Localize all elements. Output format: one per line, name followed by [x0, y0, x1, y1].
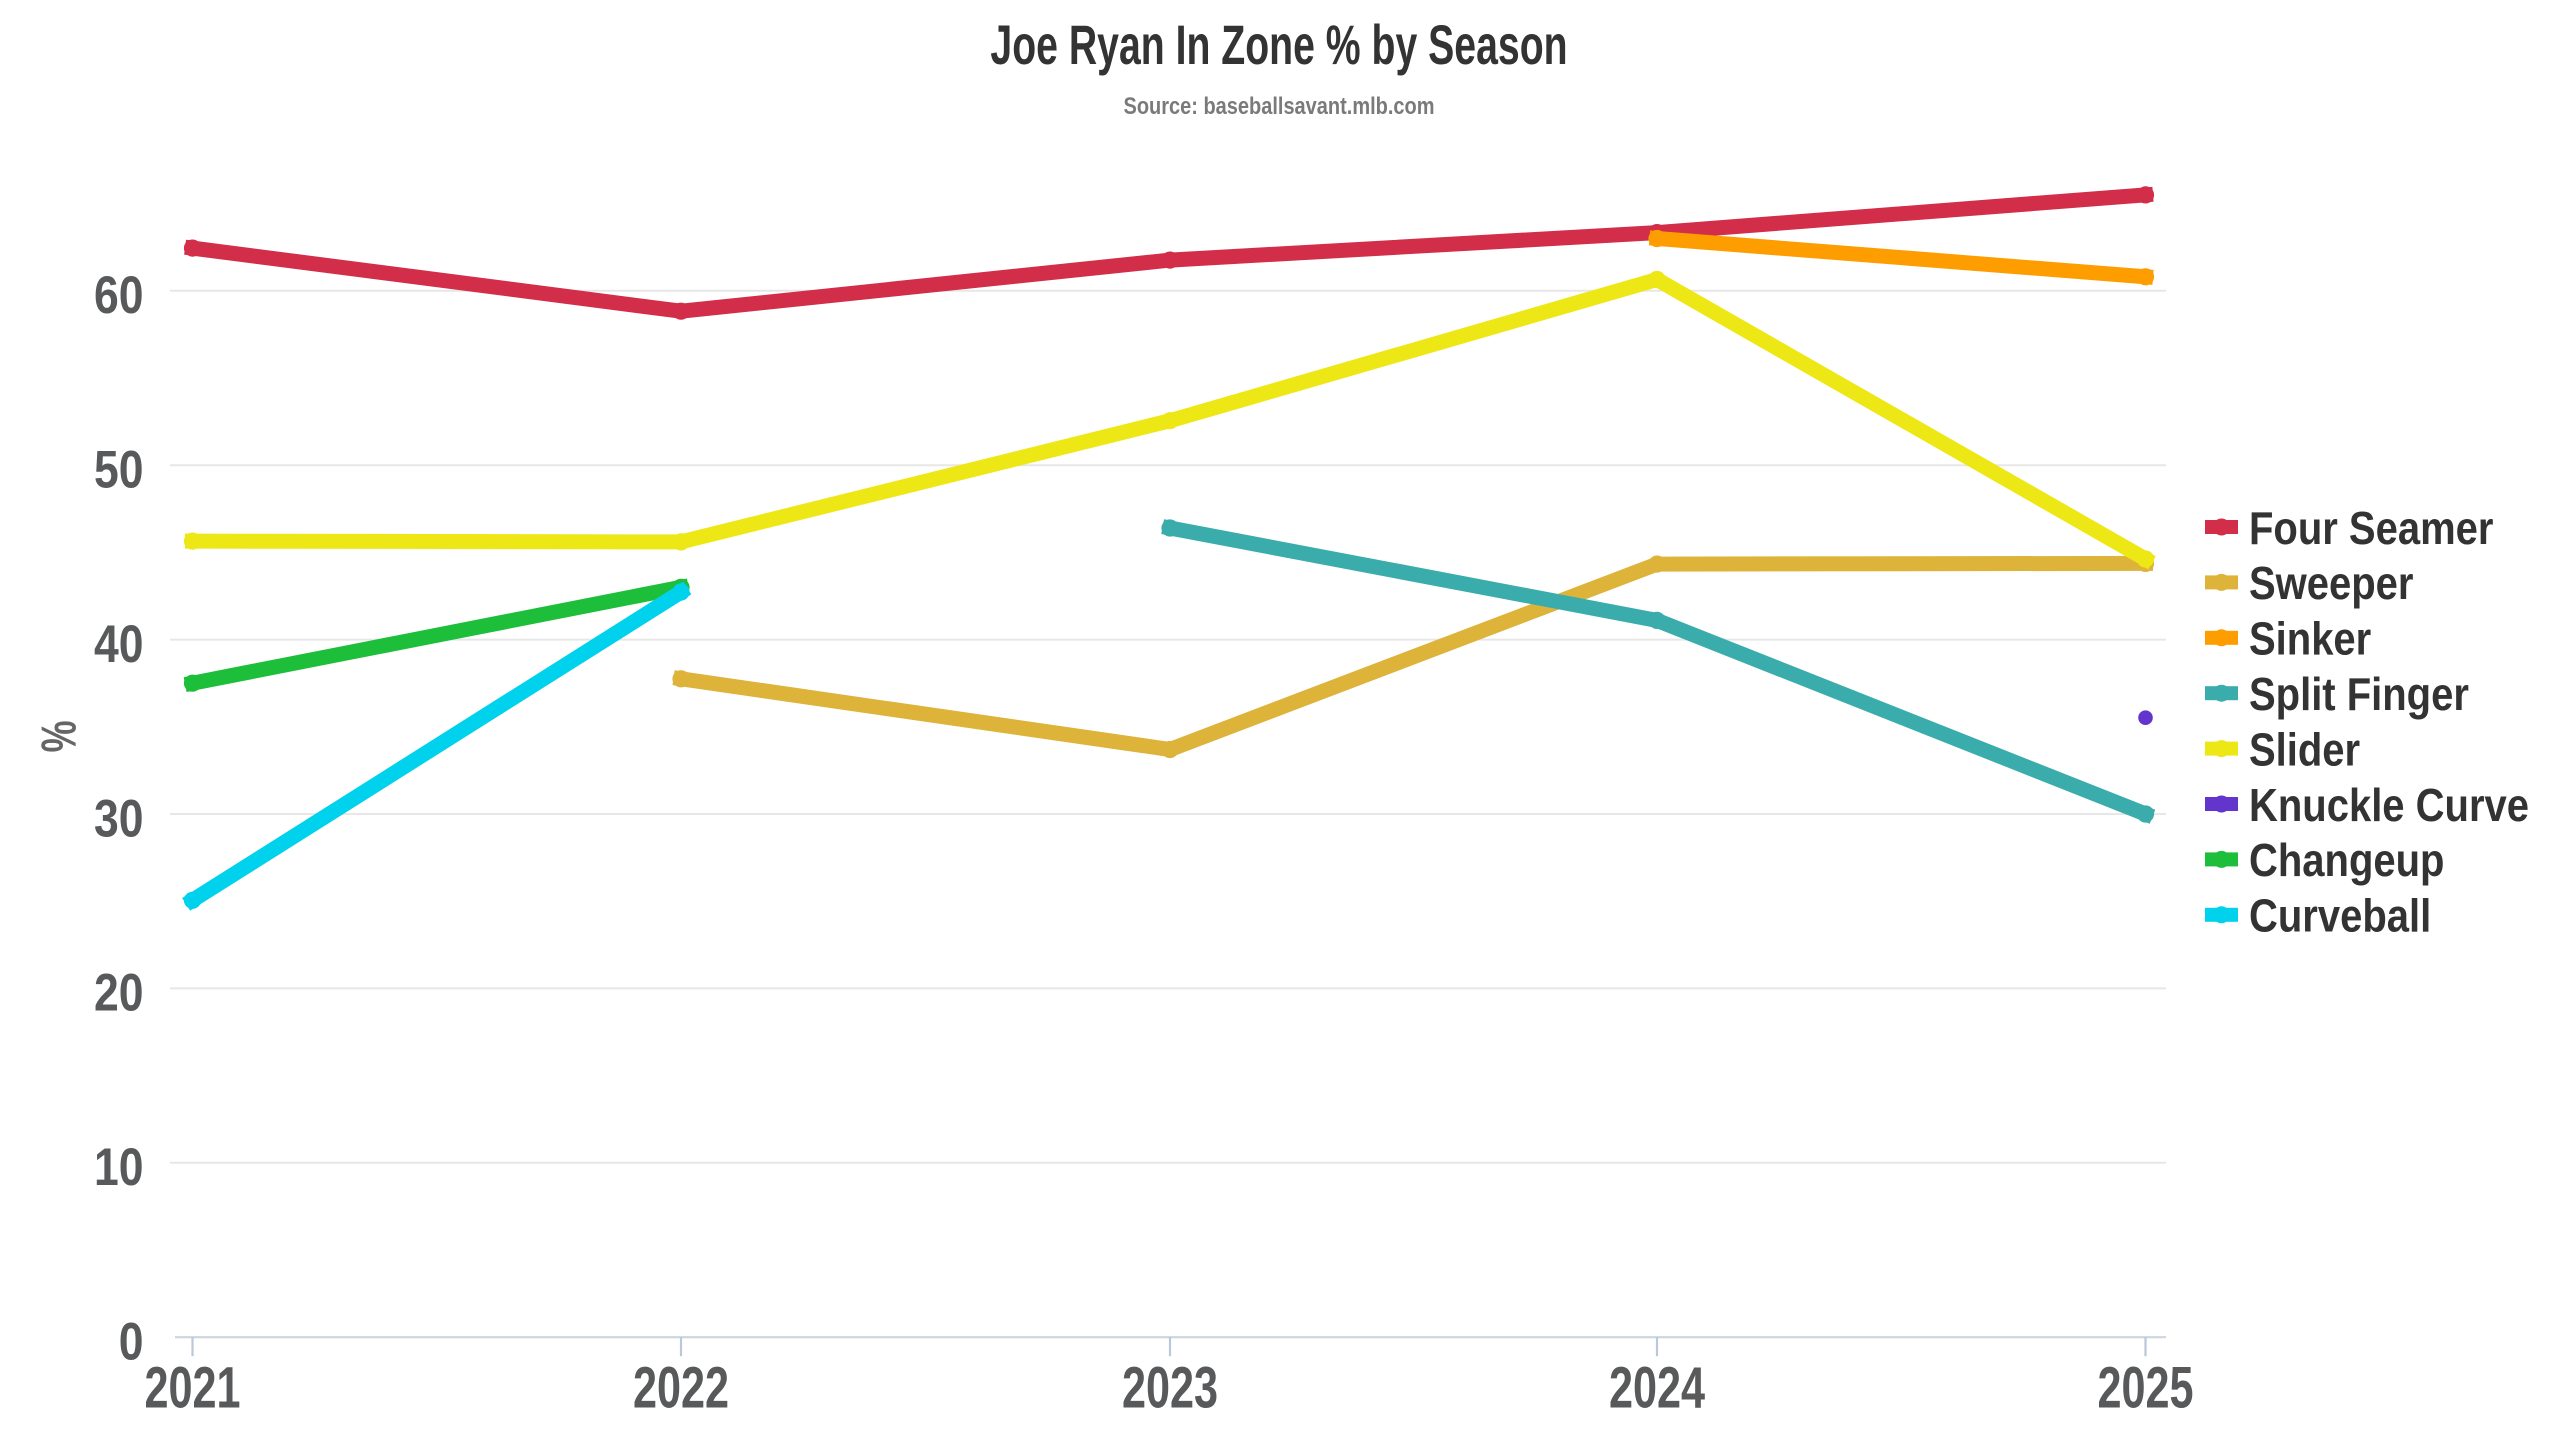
- svg-text:0: 0: [119, 1313, 144, 1371]
- svg-text:Sweeper: Sweeper: [2249, 558, 2414, 609]
- svg-text:50: 50: [94, 441, 144, 499]
- svg-text:2021: 2021: [144, 1356, 240, 1421]
- svg-text:2024: 2024: [1609, 1356, 1706, 1421]
- svg-text:Curveball: Curveball: [2249, 891, 2431, 942]
- svg-text:Knuckle Curve: Knuckle Curve: [2249, 780, 2529, 831]
- svg-text:40: 40: [94, 615, 144, 673]
- svg-text:Split Finger: Split Finger: [2249, 669, 2469, 720]
- svg-text:30: 30: [94, 790, 144, 848]
- svg-text:60: 60: [94, 267, 144, 325]
- svg-text:10: 10: [94, 1139, 144, 1197]
- svg-text:20: 20: [94, 964, 144, 1022]
- svg-text:2022: 2022: [633, 1356, 729, 1421]
- svg-text:Slider: Slider: [2249, 725, 2360, 776]
- svg-text:Changeup: Changeup: [2249, 835, 2444, 886]
- svg-text:Source: baseballsavant.mlb.com: Source: baseballsavant.mlb.com: [1124, 92, 1435, 119]
- svg-text:Sinker: Sinker: [2249, 614, 2371, 665]
- svg-text:2023: 2023: [1122, 1356, 1218, 1421]
- svg-text:Joe Ryan In Zone % by Season: Joe Ryan In Zone % by Season: [990, 14, 1567, 77]
- svg-text:2025: 2025: [2097, 1356, 2193, 1421]
- svg-text:Four Seamer: Four Seamer: [2249, 503, 2494, 554]
- svg-text:%: %: [32, 720, 87, 752]
